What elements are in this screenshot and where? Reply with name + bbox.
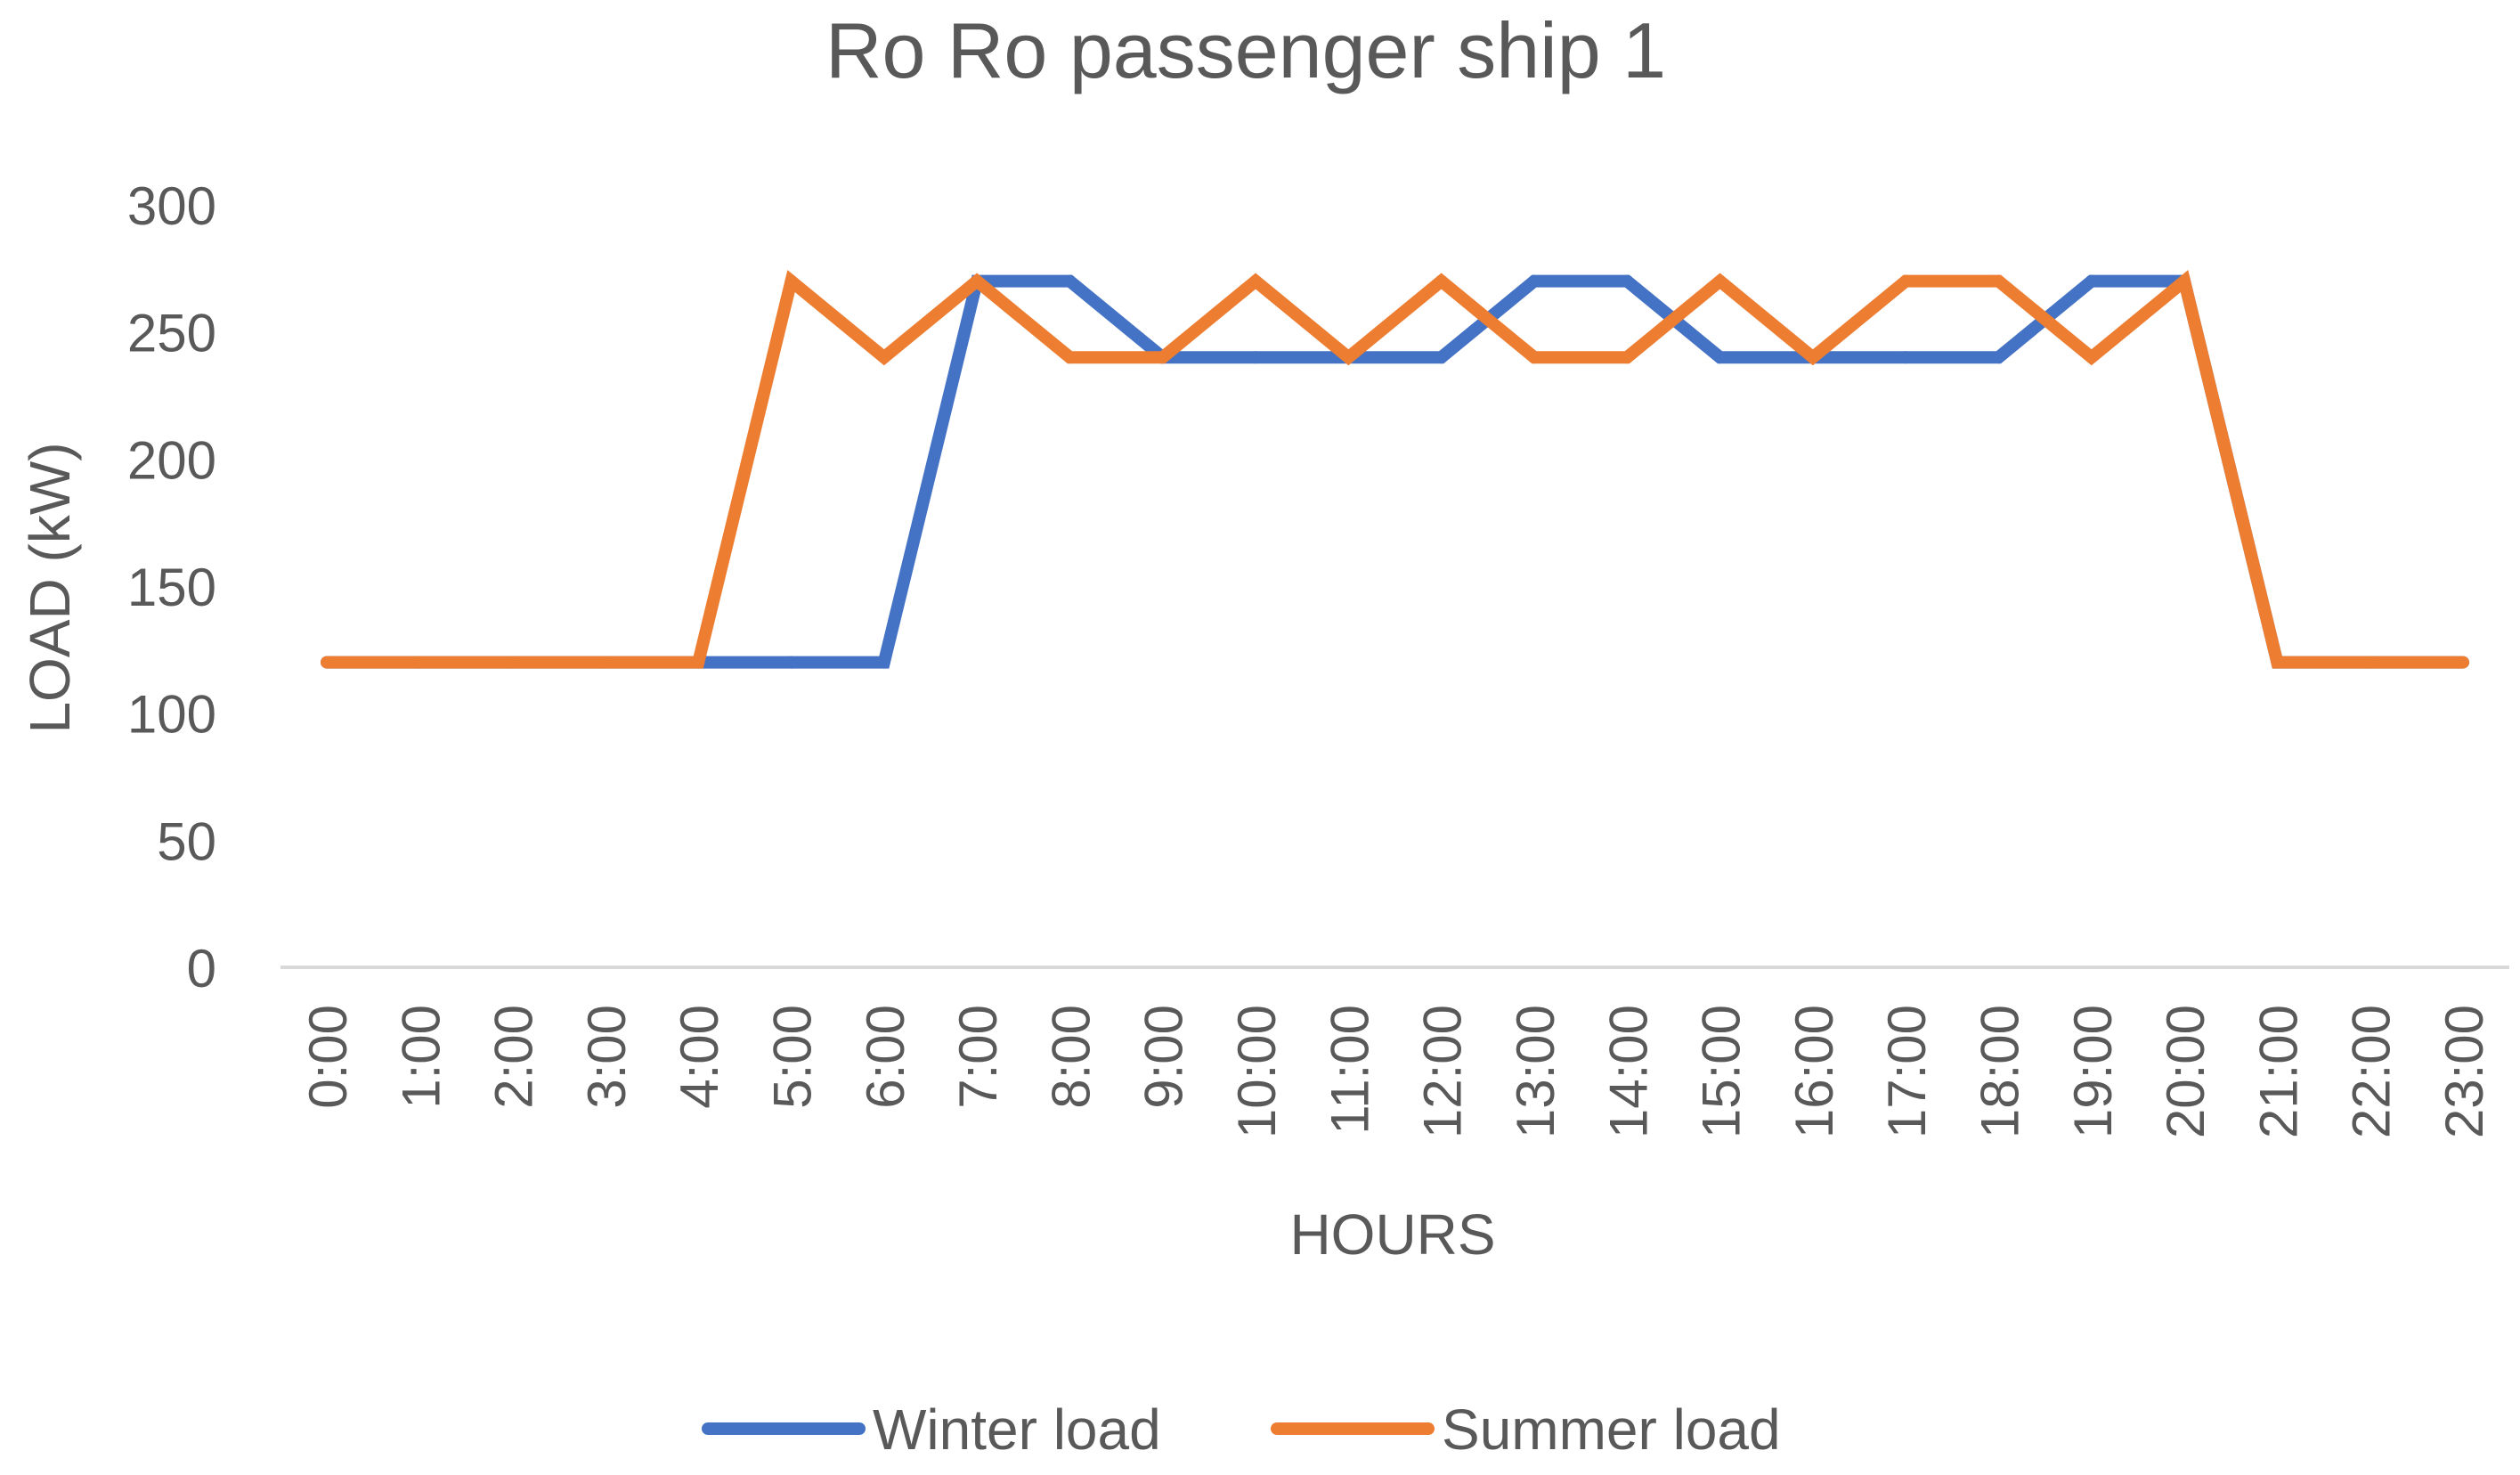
legend: Winter load Summer load xyxy=(702,1398,1781,1462)
data-point xyxy=(784,656,798,669)
y-tick-label: 300 xyxy=(127,176,216,236)
y-tick-label: 0 xyxy=(187,939,216,998)
y-tick-label: 50 xyxy=(157,811,216,871)
x-tick-label: 4:00 xyxy=(670,1005,729,1109)
data-point xyxy=(1621,274,1634,288)
series-0 xyxy=(321,274,2469,669)
x-tick-label: 8:00 xyxy=(1041,1005,1101,1109)
x-tick-label: 14:00 xyxy=(1598,1005,1658,1138)
y-tick-label: 150 xyxy=(127,558,216,617)
data-point xyxy=(1713,351,1727,364)
data-point xyxy=(413,656,427,669)
data-point xyxy=(2178,274,2191,288)
data-point xyxy=(1621,351,1634,364)
x-tick-label: 17:00 xyxy=(1877,1005,1937,1138)
data-point xyxy=(1435,274,1448,288)
series-1 xyxy=(321,270,2469,669)
data-point xyxy=(1249,351,1263,364)
data-point xyxy=(1527,351,1540,364)
data-point xyxy=(1806,351,1819,364)
data-point xyxy=(1249,274,1263,288)
legend-label: Summer load xyxy=(1442,1398,1781,1462)
data-point xyxy=(1342,351,1355,364)
data-point xyxy=(2085,274,2098,288)
x-tick-label: 20:00 xyxy=(2156,1005,2215,1138)
data-point xyxy=(971,274,984,288)
data-point xyxy=(2271,656,2284,669)
x-tick-label: 7:00 xyxy=(948,1005,1008,1109)
data-point xyxy=(784,274,798,288)
data-point xyxy=(1156,351,1169,364)
x-tick-label: 23:00 xyxy=(2435,1005,2494,1138)
data-point xyxy=(1435,351,1448,364)
series-line xyxy=(327,274,2463,669)
legend-item: Winter load xyxy=(702,1398,1161,1462)
data-point xyxy=(321,656,333,669)
x-tick-label: 3:00 xyxy=(577,1005,637,1109)
data-point xyxy=(692,656,705,669)
legend-label: Winter load xyxy=(873,1398,1161,1462)
data-point xyxy=(1992,274,2005,288)
data-point xyxy=(1713,274,1727,288)
x-tick-label: 0:00 xyxy=(298,1005,358,1109)
data-point xyxy=(598,656,612,669)
x-tick-label: 18:00 xyxy=(1970,1005,2029,1138)
x-tick-label: 21:00 xyxy=(2248,1005,2308,1138)
y-tick-label: 200 xyxy=(127,430,216,490)
x-tick-label: 12:00 xyxy=(1413,1005,1473,1138)
x-tick-label: 11:00 xyxy=(1320,1005,1379,1135)
data-point xyxy=(1063,274,1077,288)
x-tick-label: 15:00 xyxy=(1692,1005,1752,1138)
data-point xyxy=(1899,351,1913,364)
data-point xyxy=(506,656,519,669)
x-tick-label: 22:00 xyxy=(2342,1005,2402,1138)
data-point xyxy=(2457,656,2469,669)
x-tick-label: 6:00 xyxy=(856,1005,915,1109)
data-point xyxy=(1899,274,1913,288)
x-axis-ticks: 0:00 1:00 2:00 3:00 4:00 5:00 6:00 7:00 8:00 9:00… xyxy=(298,1005,2494,1138)
series-line xyxy=(327,270,2463,669)
y-tick-label: 100 xyxy=(127,685,216,745)
x-tick-label: 13:00 xyxy=(1506,1005,1565,1138)
series-layer xyxy=(321,270,2469,669)
chart-title: Ro Ro passenger ship 1 xyxy=(825,6,1666,94)
data-point xyxy=(1527,274,1540,288)
data-point xyxy=(2085,351,2098,364)
x-tick-label: 19:00 xyxy=(2063,1005,2123,1138)
y-tick-label: 250 xyxy=(127,304,216,363)
y-axis-ticks: 0 50 100 150 200 250 300 xyxy=(127,176,216,998)
x-tick-label: 2:00 xyxy=(484,1005,544,1109)
y-axis-title: LOAD (kW) xyxy=(18,442,82,733)
legend-item: Summer load xyxy=(1271,1398,1781,1462)
x-tick-label: 10:00 xyxy=(1227,1005,1287,1138)
x-tick-label: 9:00 xyxy=(1134,1005,1194,1109)
data-point xyxy=(1992,351,2005,364)
x-tick-label: 1:00 xyxy=(391,1005,451,1109)
data-point xyxy=(1063,351,1077,364)
data-point xyxy=(877,656,890,669)
x-axis-title: HOURS xyxy=(1289,1202,1495,1267)
x-tick-label: 16:00 xyxy=(1784,1005,1844,1138)
x-tick-label: 5:00 xyxy=(763,1005,823,1109)
data-point xyxy=(877,351,890,364)
data-point xyxy=(2363,656,2377,669)
